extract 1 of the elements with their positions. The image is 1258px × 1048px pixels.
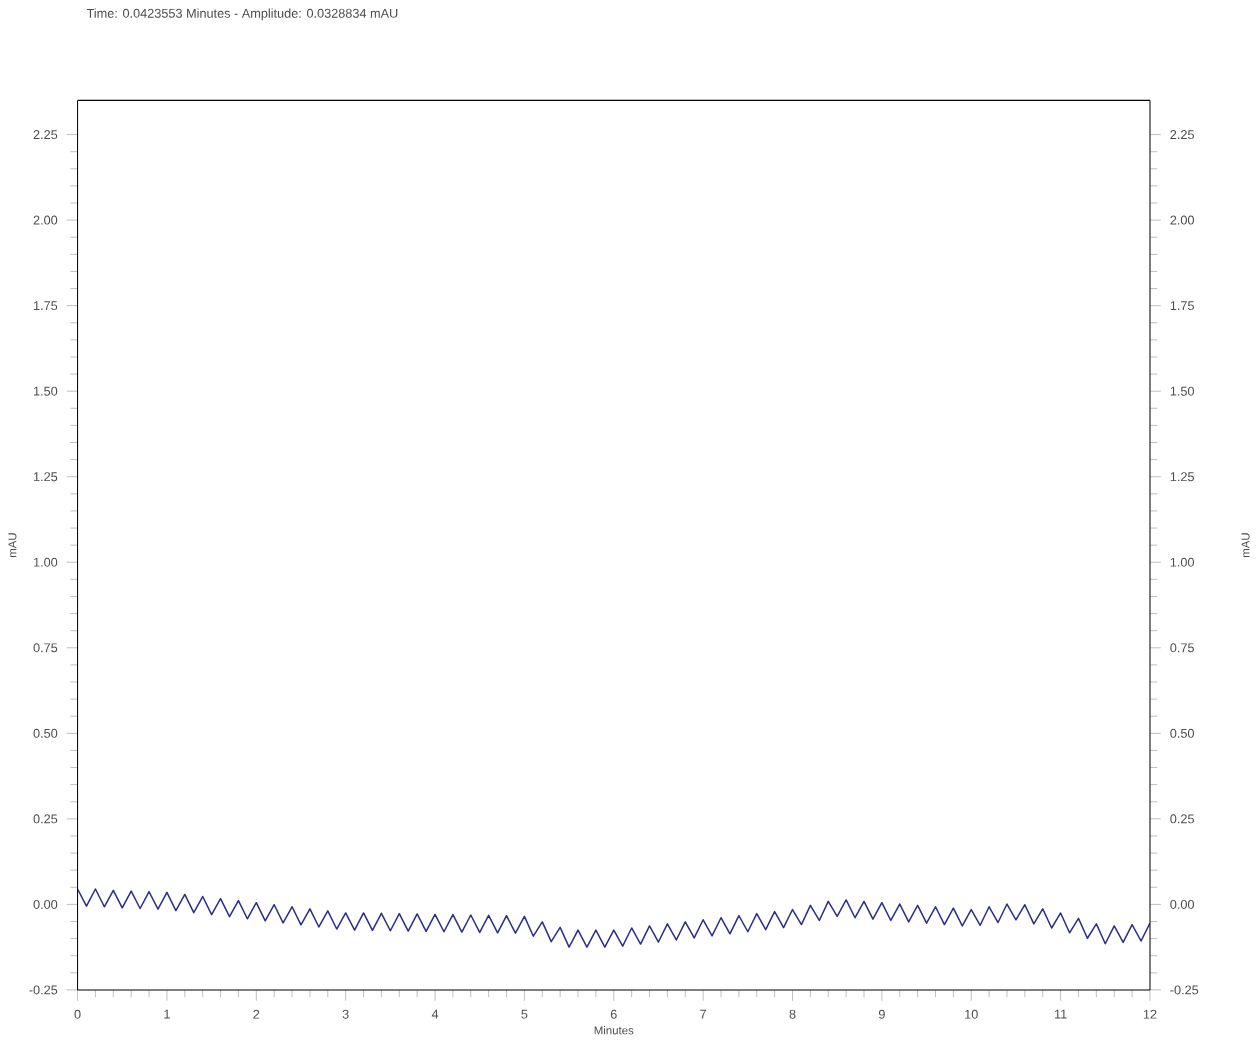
line-series — [77, 887, 1150, 948]
